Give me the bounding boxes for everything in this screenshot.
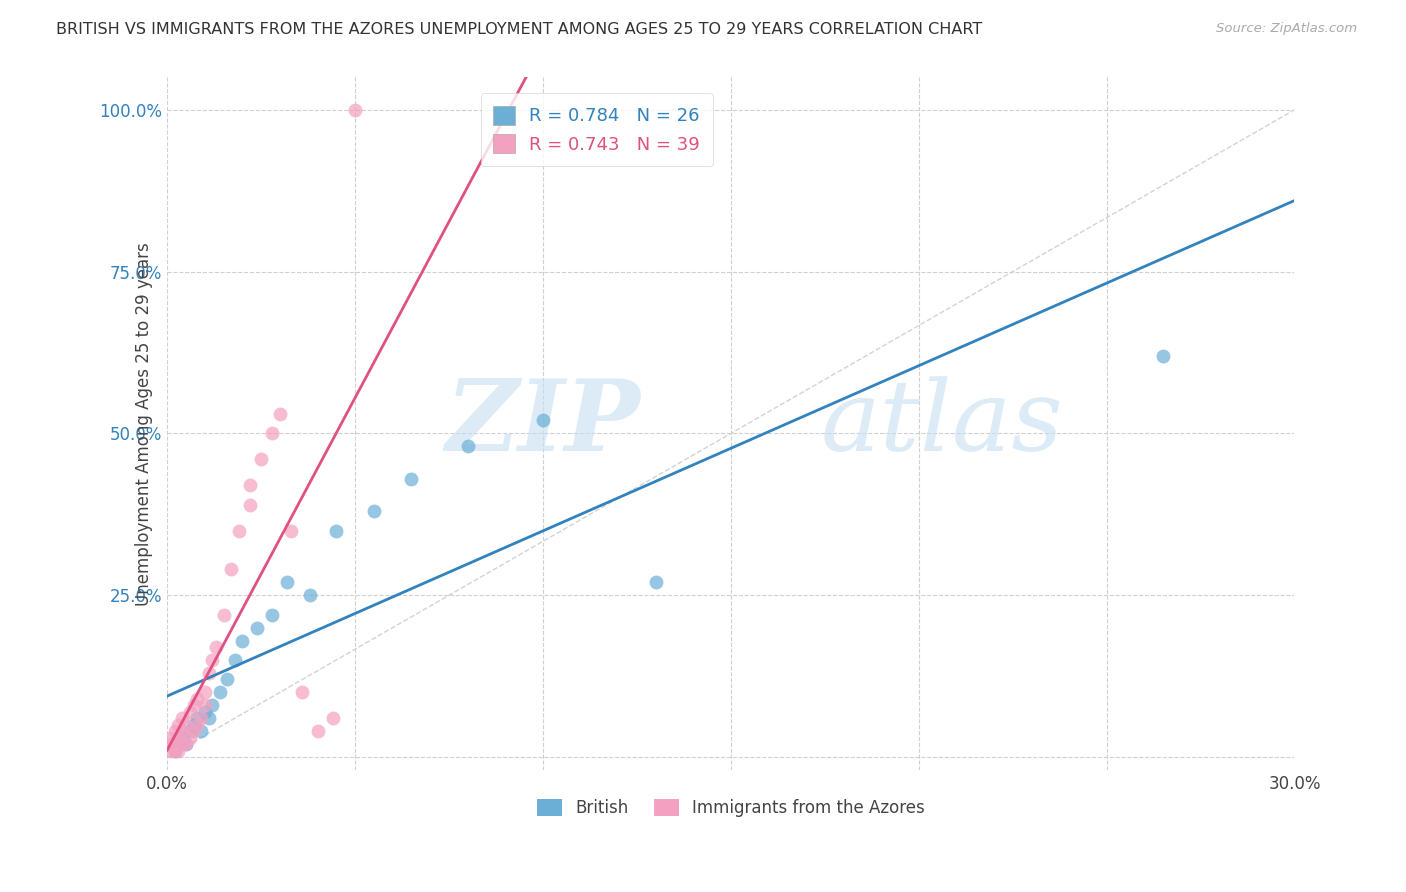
Point bbox=[250, 452, 273, 467]
Point bbox=[1152, 349, 1174, 363]
Point bbox=[212, 607, 235, 622]
Point bbox=[167, 717, 190, 731]
Point bbox=[307, 724, 329, 739]
Point bbox=[239, 498, 262, 512]
Point bbox=[190, 711, 212, 725]
Point bbox=[217, 673, 239, 687]
Y-axis label: Unemployment Among Ages 25 to 29 years: Unemployment Among Ages 25 to 29 years bbox=[135, 242, 153, 606]
Point bbox=[179, 724, 201, 739]
Text: BRITISH VS IMMIGRANTS FROM THE AZORES UNEMPLOYMENT AMONG AGES 25 TO 29 YEARS COR: BRITISH VS IMMIGRANTS FROM THE AZORES UN… bbox=[56, 22, 983, 37]
Point bbox=[197, 711, 219, 725]
Point bbox=[172, 711, 194, 725]
Point bbox=[298, 588, 321, 602]
Point bbox=[163, 737, 186, 751]
Point bbox=[183, 717, 205, 731]
Point bbox=[163, 743, 186, 757]
Point bbox=[201, 698, 224, 713]
Point bbox=[186, 717, 208, 731]
Point bbox=[172, 737, 194, 751]
Point bbox=[163, 743, 186, 757]
Point bbox=[194, 698, 217, 713]
Point bbox=[186, 691, 208, 706]
Point bbox=[163, 724, 186, 739]
Point bbox=[167, 743, 190, 757]
Point bbox=[172, 724, 194, 739]
Text: atlas: atlas bbox=[821, 376, 1064, 471]
Point bbox=[197, 665, 219, 680]
Point bbox=[194, 705, 217, 719]
Point bbox=[179, 731, 201, 745]
Point bbox=[160, 731, 183, 745]
Point bbox=[228, 524, 250, 538]
Point bbox=[457, 439, 479, 453]
Point bbox=[246, 621, 269, 635]
Point bbox=[190, 724, 212, 739]
Point bbox=[231, 633, 253, 648]
Point bbox=[401, 472, 423, 486]
Point bbox=[219, 562, 242, 576]
Legend: British, Immigrants from the Azores: British, Immigrants from the Azores bbox=[530, 792, 931, 824]
Point bbox=[269, 407, 291, 421]
Point bbox=[174, 717, 197, 731]
Text: ZIP: ZIP bbox=[446, 376, 641, 472]
Point bbox=[174, 737, 197, 751]
Point bbox=[262, 426, 284, 441]
Point bbox=[291, 685, 314, 699]
Point bbox=[363, 504, 385, 518]
Point bbox=[167, 731, 190, 745]
Point bbox=[160, 743, 183, 757]
Text: Source: ZipAtlas.com: Source: ZipAtlas.com bbox=[1216, 22, 1357, 36]
Point bbox=[183, 698, 205, 713]
Point bbox=[325, 524, 347, 538]
Point bbox=[208, 685, 231, 699]
Point bbox=[644, 575, 666, 590]
Point bbox=[262, 607, 284, 622]
Point bbox=[276, 575, 298, 590]
Point bbox=[322, 711, 344, 725]
Point bbox=[224, 653, 246, 667]
Point bbox=[531, 413, 554, 427]
Point bbox=[167, 737, 190, 751]
Point bbox=[183, 724, 205, 739]
Point bbox=[201, 653, 224, 667]
Point bbox=[344, 103, 367, 117]
Point bbox=[160, 737, 183, 751]
Point bbox=[239, 478, 262, 492]
Point bbox=[186, 711, 208, 725]
Point bbox=[280, 524, 302, 538]
Point bbox=[172, 731, 194, 745]
Point bbox=[205, 640, 228, 654]
Point bbox=[174, 737, 197, 751]
Point bbox=[179, 705, 201, 719]
Point bbox=[194, 685, 217, 699]
